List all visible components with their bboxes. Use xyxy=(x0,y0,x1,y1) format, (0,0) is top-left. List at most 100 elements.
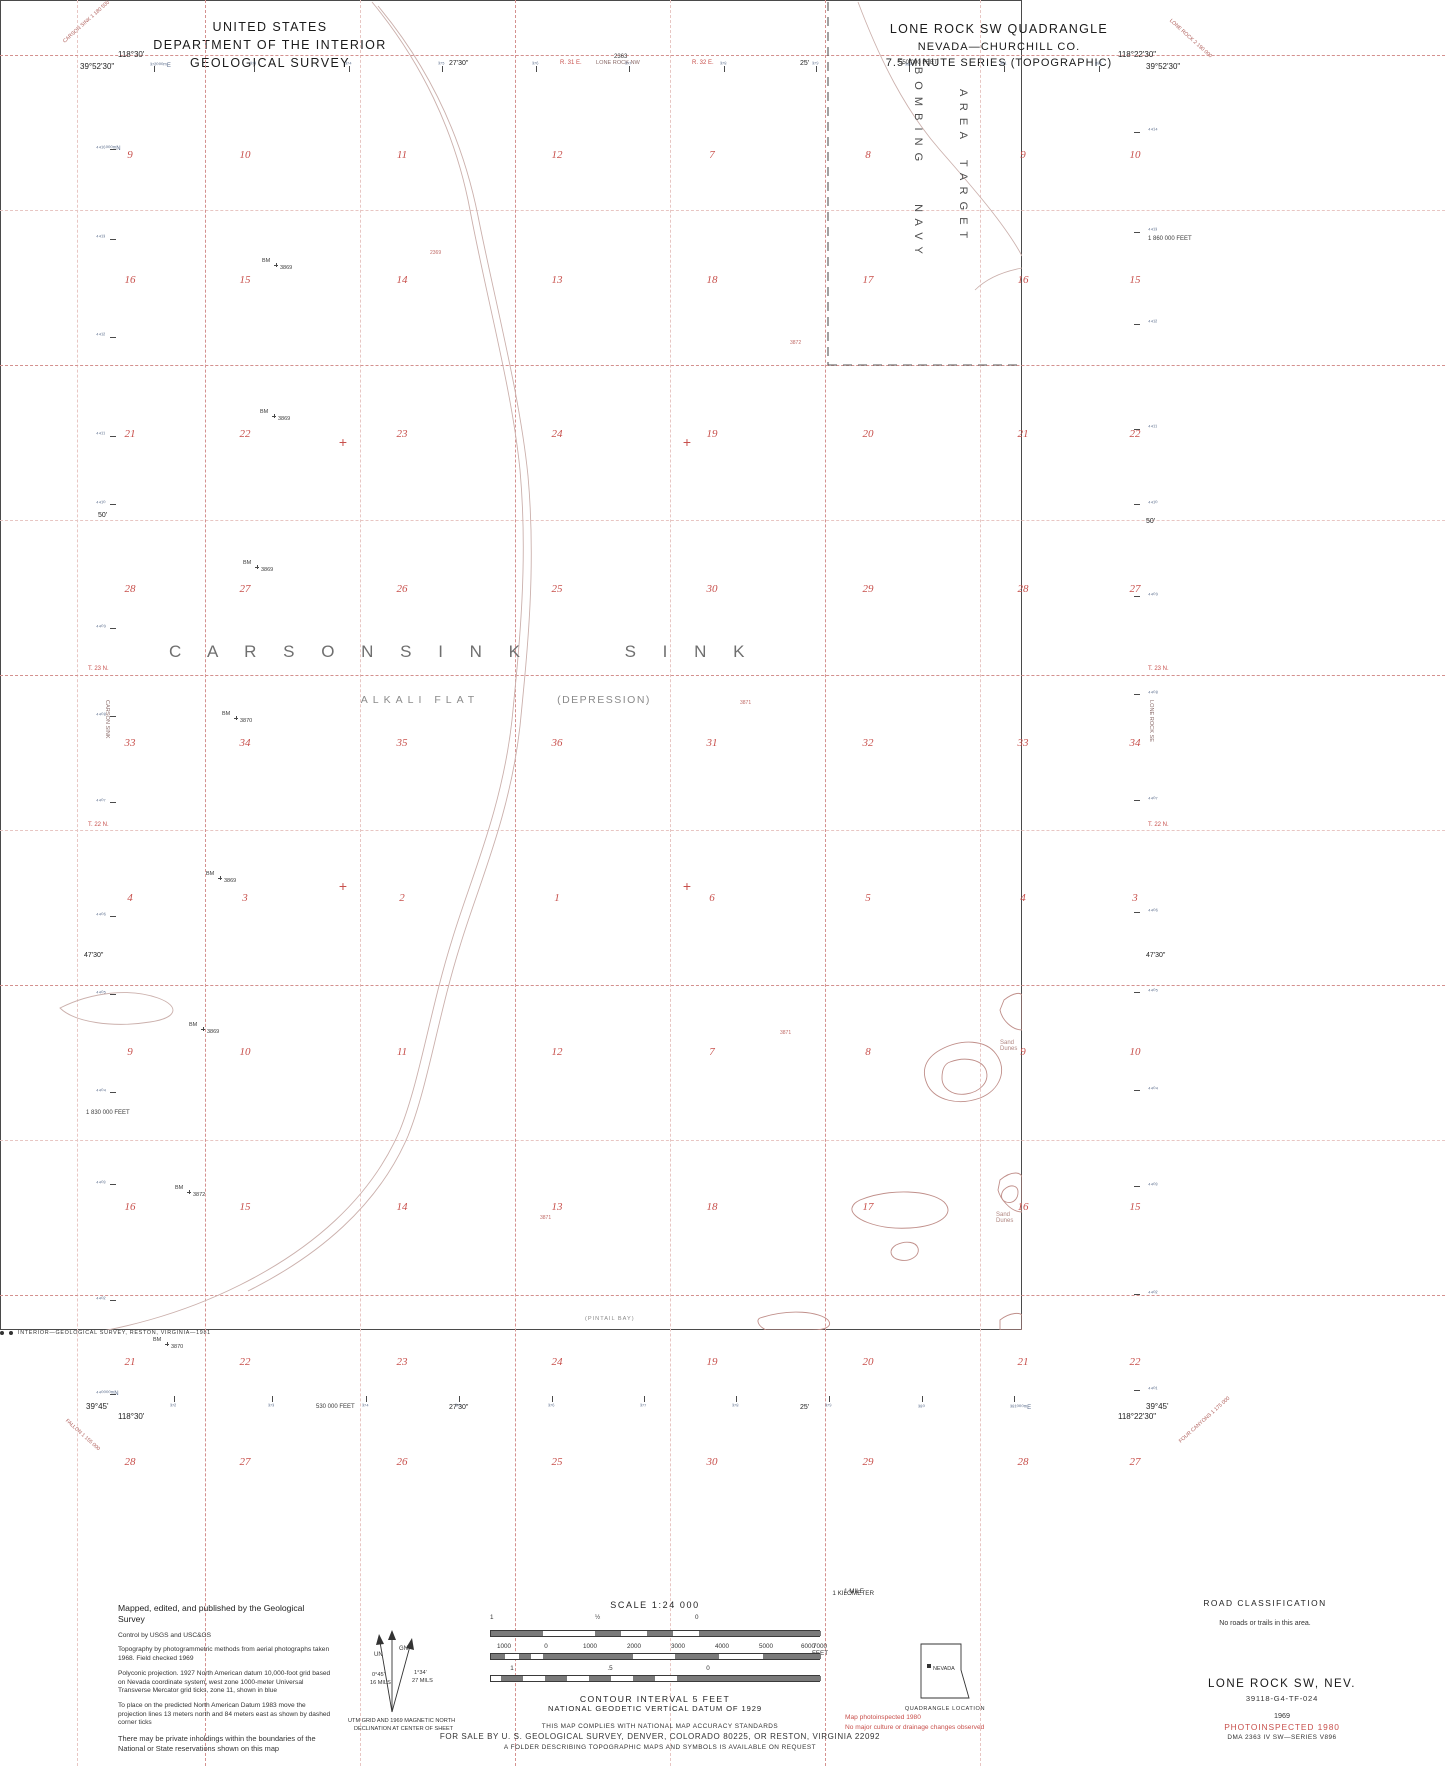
nevada-outline: NEVADA xyxy=(917,1640,973,1702)
section-number: 28 xyxy=(1017,583,1029,595)
scale-bar-km xyxy=(490,1675,821,1682)
corner-se-lat: 39°45' xyxy=(1146,1402,1169,1411)
corner-se-lon: 118°22'30" xyxy=(1118,1412,1157,1421)
declination-diagram: UN GN 0°45' 16 MILS 1°34' 27 MILS UTM GR… xyxy=(348,1620,462,1740)
projection-cross: + xyxy=(682,434,692,450)
section-number: 17 xyxy=(862,274,874,286)
graticule-tick xyxy=(349,66,350,72)
scale-feet-tick-label: 3000 xyxy=(670,1643,686,1650)
section-number: 27 xyxy=(1129,1456,1141,1468)
credit-nad83: To place on the predicted North American… xyxy=(118,1701,331,1727)
graticule-tick xyxy=(110,337,116,338)
compliance-line-1: THIS MAP COMPLIES WITH NATIONAL MAP ACCU… xyxy=(541,1723,779,1730)
section-number: 29 xyxy=(862,583,874,595)
quadrangle-header: LONE ROCK SW QUADRANGLE NEVADA—CHURCHILL… xyxy=(839,20,1159,72)
svg-text:GN: GN xyxy=(399,1646,408,1652)
graticule-tick xyxy=(736,1396,737,1402)
lon-tick-bottom-25: 25' xyxy=(800,1404,810,1411)
section-number: 15 xyxy=(239,1201,251,1213)
utm-label-bottom: ³⁷³ xyxy=(268,1404,275,1410)
graticule-tick xyxy=(442,66,443,72)
section-grid-line xyxy=(670,0,671,1766)
elevation-top-2363: 2363 xyxy=(614,54,628,60)
benchmark-marker-icon xyxy=(255,565,259,569)
graticule-tick xyxy=(1014,1396,1015,1402)
label-bombing: B O M B I N G xyxy=(912,66,924,164)
benchmark-label: BM xyxy=(206,871,215,877)
utm-label-left: ⁴⁴⁰⁸ xyxy=(96,713,107,719)
graticule-tick xyxy=(110,504,116,505)
benchmark-elevation: 3869 xyxy=(224,878,237,884)
section-number: 9 xyxy=(127,149,133,161)
lon-tick-top-2730: 27'30" xyxy=(449,60,469,67)
scale-block: SCALE 1:24 000 1 ½ 0 1 MILE 1000 0 1000 200… xyxy=(480,1588,874,1713)
township-grid-line xyxy=(0,365,1445,366)
feet-grid-label-left: 1 830 000 FEET xyxy=(86,1110,130,1116)
graticule-tick xyxy=(110,994,116,995)
utm-label-right: ⁴⁴⁰⁵ xyxy=(1148,989,1159,995)
section-number: 7 xyxy=(709,1046,715,1058)
contour-lines xyxy=(59,1,1022,1330)
section-number: 20 xyxy=(862,1356,874,1368)
graticule-tick xyxy=(110,628,116,629)
graticule-tick xyxy=(724,66,725,72)
township-label-right-t23n: T. 23 N. xyxy=(1148,666,1169,672)
corner-ne-lat: 39°52'30" xyxy=(1146,62,1181,71)
sheet-title-block: LONE ROCK SW, NEV. 39118-G4-TF-024 1969 … xyxy=(1157,1676,1407,1743)
benchmark-label: BM xyxy=(222,711,231,717)
utm-label-top: ³⁷⁷ xyxy=(625,62,632,68)
top-quad-ref: LONE ROCK NW xyxy=(596,60,640,66)
graticule-tick xyxy=(1099,66,1100,72)
section-number: 32 xyxy=(862,737,874,749)
sheet-photoinspected: PHOTOINSPECTED 1980 xyxy=(1224,1722,1340,1733)
utm-label-right: ⁴⁴⁰² xyxy=(1148,1291,1158,1297)
section-number: 10 xyxy=(239,1046,251,1058)
section-number: 4 xyxy=(127,892,133,904)
utm-label-bottom: ³⁷⁹ xyxy=(825,1404,832,1410)
township-label-left-t23n: T. 23 N. xyxy=(88,666,109,672)
graticule-tick xyxy=(154,66,155,72)
scale-ratio-label: SCALE 1:24 000 xyxy=(610,1600,700,1610)
side-quad-ref-left: CARSON SINK xyxy=(104,700,110,739)
scale-feet-tick-label: 6000 xyxy=(800,1643,816,1650)
label-navy: N A V Y xyxy=(912,204,924,256)
utm-label-right: ⁴⁴⁰⁹ xyxy=(1148,593,1159,599)
declination-mn-angle: 0°45' xyxy=(372,1672,385,1678)
section-number: 36 xyxy=(551,737,563,749)
section-number: 28 xyxy=(124,1456,136,1468)
benchmark-elevation: 3869 xyxy=(207,1029,220,1035)
section-grid-line xyxy=(0,1140,1445,1141)
graticule-tick xyxy=(1134,504,1140,505)
graticule-tick xyxy=(1134,694,1140,695)
scale-bar-miles xyxy=(490,1630,821,1637)
graticule-tick xyxy=(1134,992,1140,993)
utm-label-top: ³⁷⁹ xyxy=(812,62,819,68)
graticule-tick xyxy=(1134,1390,1140,1391)
benchmark-marker-icon xyxy=(272,414,276,418)
benchmark-elevation: 3869 xyxy=(261,567,274,573)
lat-tick-left-4730: 47'30" xyxy=(84,952,104,959)
photoinspection-line-2: No major culture or drainage changes obs… xyxy=(845,1723,985,1731)
utm-label-right: ⁴⁴⁰⁷ xyxy=(1148,797,1158,803)
vertical-datum-label: NATIONAL GEODETIC VERTICAL DATUM OF 1929 xyxy=(548,1704,762,1713)
township-grid-line xyxy=(0,675,1445,676)
corner-sw-lon: 118°30' xyxy=(118,1412,145,1421)
quadrangle-state-county: NEVADA—CHURCHILL CO. xyxy=(917,40,1081,53)
quadrangle-location-caption: QUADRANGLE LOCATION xyxy=(904,1706,986,1712)
sheet-name: LONE ROCK SW, NEV. xyxy=(1208,1678,1356,1690)
benchmark-label: BM xyxy=(153,1337,162,1343)
graticule-tick xyxy=(110,1184,116,1185)
section-number: 10 xyxy=(239,149,251,161)
utm-label-left: ⁴⁴⁰⁶ xyxy=(96,913,107,919)
graticule-tick xyxy=(816,66,817,72)
utm-label-right: ⁴⁴⁰⁸ xyxy=(1148,691,1159,697)
elevation-label: 2369 xyxy=(430,250,442,256)
section-number: 2 xyxy=(399,892,405,904)
declination-mn-mils: 16 MILS xyxy=(370,1680,391,1686)
section-number: 22 xyxy=(239,1356,251,1368)
lat-tick-left-50: 50' xyxy=(98,512,108,519)
section-number: 22 xyxy=(1129,1356,1141,1368)
section-number: 16 xyxy=(1017,1201,1029,1213)
